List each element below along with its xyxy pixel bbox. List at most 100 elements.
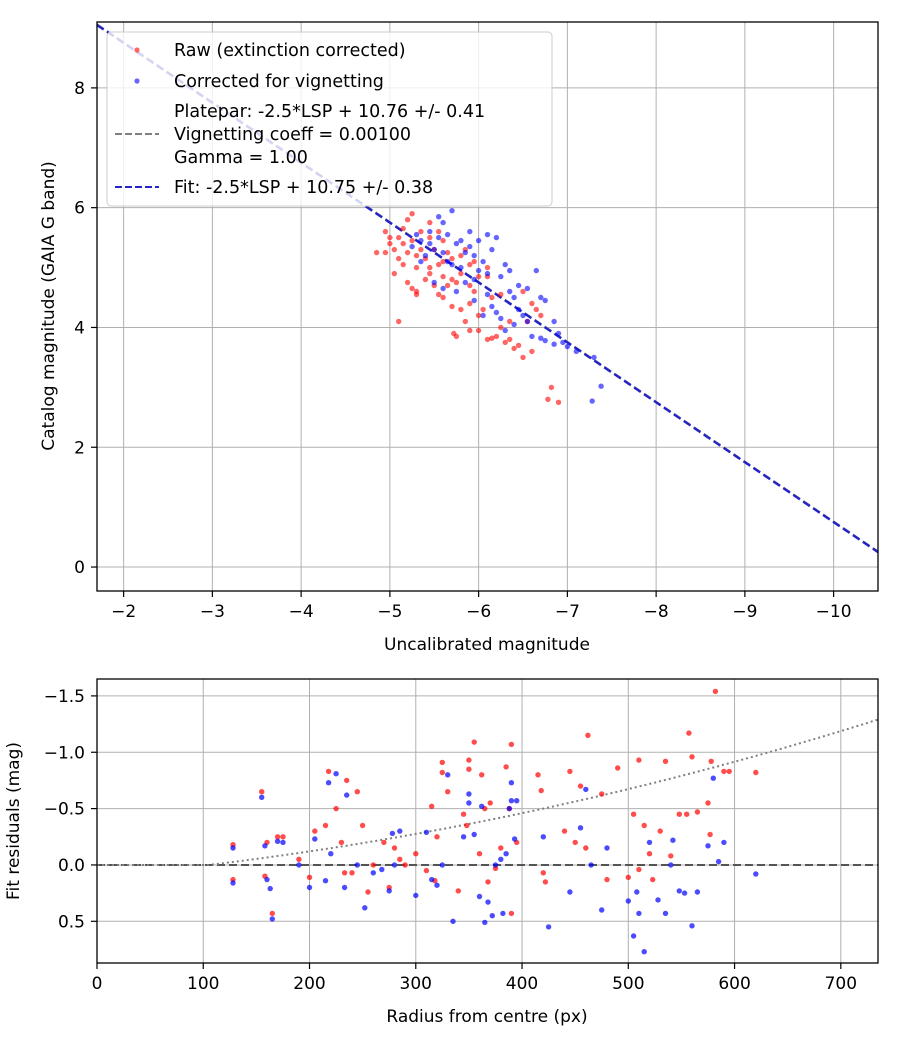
raw-point	[269, 910, 275, 917]
x-tick-label: −4	[289, 602, 314, 622]
corrected-point	[259, 794, 265, 800]
raw-point	[402, 862, 408, 868]
corrected-point	[533, 267, 539, 274]
raw-point	[341, 870, 348, 876]
corrected-point	[589, 398, 595, 404]
raw-point	[259, 789, 265, 795]
raw-point	[476, 851, 483, 857]
corrected-point	[676, 888, 682, 894]
raw-point	[464, 822, 470, 829]
raw-point	[548, 384, 555, 391]
corrected-point	[333, 771, 339, 777]
x-tick-label: 100	[187, 974, 219, 994]
corrected-point	[471, 252, 477, 259]
raw-point	[646, 851, 653, 857]
corrected-point	[538, 335, 544, 341]
corrected-point	[515, 282, 522, 289]
raw-point	[391, 270, 397, 277]
raw-point	[689, 754, 695, 760]
raw-point	[484, 264, 491, 271]
corrected-point	[471, 276, 477, 283]
corrected-point	[462, 249, 468, 256]
x-tick-label: −10	[816, 602, 852, 622]
corrected-point	[467, 243, 473, 250]
corrected-point	[599, 907, 605, 913]
corrected-point	[379, 866, 385, 873]
raw-point	[487, 800, 493, 806]
corrected-point	[577, 825, 584, 831]
raw-point	[529, 348, 535, 355]
corrected-point	[705, 843, 711, 849]
corrected-point	[344, 792, 350, 798]
raw-point	[533, 306, 539, 313]
raw-point	[484, 336, 491, 343]
x-tick-label: −8	[644, 602, 669, 622]
raw-point	[325, 768, 332, 775]
raw-point	[694, 809, 701, 815]
raw-point	[409, 237, 415, 244]
raw-point	[400, 240, 406, 247]
raw-point	[344, 777, 350, 784]
legend-platepar-line2: Vignetting coeff = 0.00100	[174, 125, 411, 145]
top-xlabel: Uncalibrated magnitude	[384, 635, 590, 655]
x-tick-label: −3	[200, 602, 225, 622]
raw-point	[440, 273, 446, 280]
raw-point	[545, 396, 551, 402]
raw-point	[427, 234, 433, 241]
raw-point	[422, 276, 429, 283]
top-chart: −2 −3 −4 −5 −6 −7 −8 −9 −10 0 2 4 6 8 Uncalibrated ma…	[39, 21, 879, 655]
raw-point	[615, 765, 621, 771]
raw-point	[418, 228, 424, 235]
corrected-point	[542, 297, 548, 304]
raw-point	[322, 822, 329, 829]
corrected-point	[540, 834, 546, 840]
y-tick-label: −1.5	[44, 687, 85, 707]
raw-point	[338, 839, 345, 846]
corrected-point	[444, 258, 451, 265]
corrected-point	[489, 246, 495, 253]
corrected-point	[485, 899, 491, 905]
corrected-point	[341, 884, 348, 891]
corrected-point	[445, 772, 451, 778]
raw-point	[418, 246, 424, 253]
raw-point	[508, 910, 515, 917]
corrected-point	[598, 383, 604, 389]
raw-point	[400, 225, 406, 232]
raw-point	[540, 870, 546, 876]
raw-point	[503, 764, 509, 770]
raw-point	[400, 261, 406, 268]
raw-point	[440, 237, 446, 244]
raw-point	[434, 834, 440, 840]
corrected-point	[489, 303, 495, 310]
x-tick-label: 0	[92, 974, 103, 994]
x-tick-label: 400	[506, 974, 538, 994]
raw-point	[453, 279, 460, 286]
corrected-point	[460, 834, 467, 840]
corrected-point	[267, 885, 273, 892]
x-tick-label: 300	[400, 974, 432, 994]
raw-point	[561, 828, 568, 834]
corrected-point	[466, 791, 472, 797]
raw-point	[436, 291, 442, 298]
raw-point	[423, 867, 430, 874]
corrected-point	[694, 889, 701, 895]
legend-fit-label: Fit: -2.5*LSP + 10.75 +/- 0.38	[174, 178, 433, 198]
raw-point	[413, 252, 420, 259]
raw-point	[409, 285, 415, 292]
corrected-point	[418, 258, 424, 265]
corrected-point	[634, 889, 640, 895]
raw-point	[708, 758, 714, 764]
raw-point	[583, 845, 589, 851]
raw-point	[535, 772, 541, 778]
raw-point	[567, 768, 573, 775]
raw-point	[542, 879, 549, 885]
corrected-point	[500, 910, 506, 917]
corrected-point	[493, 234, 500, 241]
y-tick-label: 0.5	[58, 912, 85, 932]
raw-point	[296, 856, 302, 862]
bottom-lines	[97, 718, 879, 866]
corrected-point	[409, 243, 415, 250]
corrected-point	[471, 831, 477, 838]
raw-point	[413, 288, 420, 295]
raw-point	[538, 312, 544, 319]
